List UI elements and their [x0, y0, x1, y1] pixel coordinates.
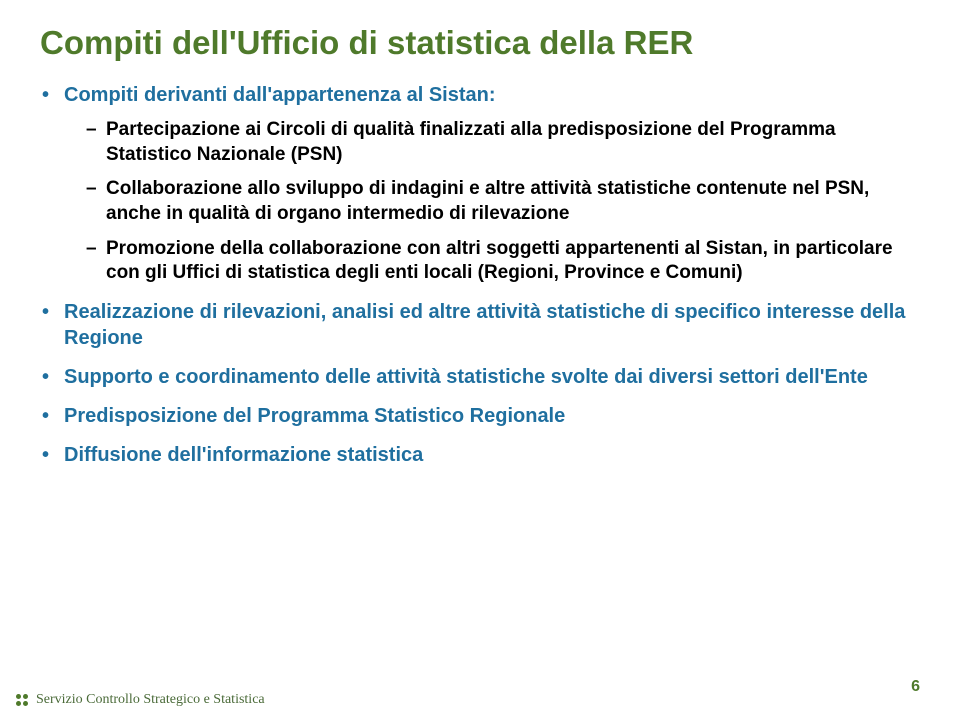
dot — [23, 701, 28, 706]
logo-icon — [16, 694, 28, 706]
bullet-item-1: Compiti derivanti dall'appartenenza al S… — [40, 82, 920, 286]
footer-text: Servizio Controllo Strategico e Statisti… — [36, 692, 265, 708]
dot — [16, 694, 21, 699]
bullet-item-4: Predisposizione del Programma Statistico… — [40, 403, 920, 429]
slide-title: Compiti dell'Ufficio di statistica della… — [40, 24, 920, 62]
bullet-item-1-text: Compiti derivanti dall'appartenenza al S… — [64, 84, 496, 106]
footer: Servizio Controllo Strategico e Statisti… — [0, 682, 960, 720]
dot — [23, 694, 28, 699]
dot — [16, 701, 21, 706]
sub-bullet-2: Collaborazione allo sviluppo di indagini… — [86, 177, 920, 226]
sub-bullet-1: Partecipazione ai Circoli di qualità fin… — [86, 118, 920, 167]
slide-content: Compiti derivanti dall'appartenenza al S… — [40, 82, 920, 696]
bullet-list: Compiti derivanti dall'appartenenza al S… — [40, 82, 920, 468]
bullet-item-2: Realizzazione di rilevazioni, analisi ed… — [40, 299, 920, 351]
bullet-item-5: Diffusione dell'informazione statistica — [40, 442, 920, 468]
slide: Compiti dell'Ufficio di statistica della… — [0, 0, 960, 720]
sub-bullet-list: Partecipazione ai Circoli di qualità fin… — [64, 118, 920, 286]
bullet-item-3: Supporto e coordinamento delle attività … — [40, 364, 920, 390]
sub-bullet-3: Promozione della collaborazione con altr… — [86, 237, 920, 286]
footer-left: Servizio Controllo Strategico e Statisti… — [16, 692, 265, 708]
